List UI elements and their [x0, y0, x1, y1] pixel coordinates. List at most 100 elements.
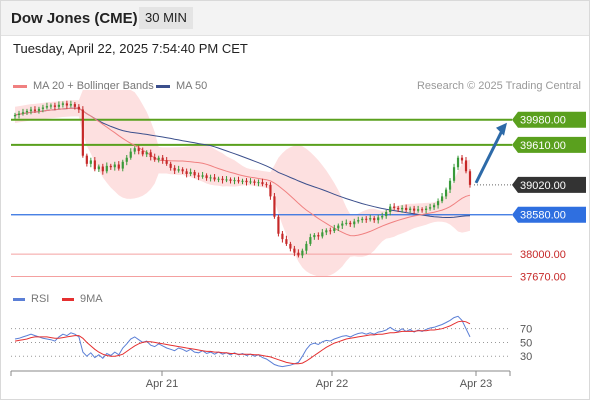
candle-body	[225, 179, 228, 181]
level-label-4: 38000.00	[520, 249, 566, 261]
candle	[313, 233, 316, 240]
candle-body	[448, 180, 452, 190]
candle-body	[113, 164, 116, 168]
candle	[41, 104, 45, 113]
candle	[297, 249, 300, 258]
candle	[149, 149, 152, 161]
candle-body	[301, 250, 304, 256]
candle	[89, 157, 92, 168]
candle-body	[245, 180, 248, 183]
candle	[253, 179, 256, 186]
candle-body	[37, 108, 41, 111]
candle-body	[309, 237, 312, 244]
candle	[333, 224, 336, 234]
forecast-arrow-layer	[474, 122, 507, 184]
candle	[93, 157, 96, 172]
candle	[213, 174, 216, 182]
candle	[97, 164, 100, 172]
rsi-tick-50: 50	[520, 337, 532, 349]
moving-average-layer	[14, 107, 471, 237]
x-axis: Apr 21 Apr 22 Apr 23	[10, 370, 511, 390]
rsi-swatch	[13, 297, 25, 301]
candle	[125, 155, 128, 166]
candle-body	[333, 228, 336, 231]
candle-body	[77, 106, 80, 110]
level-label-text-0: 39980.00	[520, 115, 566, 127]
candle-body	[468, 171, 472, 185]
candle	[413, 205, 416, 215]
candle	[113, 161, 116, 171]
research-credit: Research © 2025 Trading Central	[416, 80, 581, 92]
candle-body	[313, 235, 316, 238]
candle	[209, 174, 212, 182]
candle-body	[29, 109, 33, 111]
candle-body	[153, 157, 156, 160]
candle-body	[293, 248, 296, 253]
candle-body	[237, 180, 240, 182]
candle-body	[297, 252, 300, 256]
candle	[37, 106, 41, 114]
candle-body	[49, 105, 53, 107]
candle-body	[221, 178, 224, 181]
candle-body	[201, 175, 204, 177]
candle	[121, 159, 124, 172]
candle-body	[149, 152, 152, 158]
candle-body	[405, 207, 408, 210]
candle-body	[53, 105, 57, 107]
candle-body	[329, 230, 332, 232]
candle	[285, 235, 288, 246]
candle	[329, 227, 332, 235]
rsi-ma-line	[14, 320, 471, 365]
candle-body	[81, 109, 84, 156]
candle	[169, 161, 172, 171]
interval-button[interactable]: 30 MIN	[139, 7, 193, 29]
candle-body	[365, 218, 368, 220]
candle-body	[401, 207, 404, 210]
candle	[325, 228, 328, 236]
level-label-box-3	[512, 206, 586, 223]
candle	[45, 102, 49, 110]
legend-ma50: MA 50	[156, 80, 207, 92]
x-tick-label-0: Apr 21	[146, 378, 178, 390]
candle-body	[33, 109, 37, 111]
candle	[273, 193, 276, 219]
candle	[237, 176, 240, 184]
level-label-text-3: 38580.00	[520, 210, 566, 222]
candle	[440, 193, 444, 204]
candle	[428, 203, 432, 211]
candle	[401, 205, 404, 213]
candle	[101, 163, 104, 175]
candle-body	[85, 155, 88, 164]
candle	[145, 150, 148, 158]
candle-body	[257, 182, 260, 184]
candle-body	[369, 218, 372, 220]
x-tick-label-2: Apr 23	[460, 378, 492, 390]
candle	[456, 155, 460, 170]
candle	[25, 108, 29, 115]
rsi-tick-30: 30	[520, 351, 532, 363]
candle	[61, 101, 64, 108]
candle-body	[61, 103, 64, 105]
legend-9ma-label: 9MA	[80, 293, 103, 305]
candle	[181, 167, 184, 174]
candle-body	[65, 103, 68, 106]
candle-body	[317, 235, 320, 237]
candle	[353, 218, 356, 228]
candle	[21, 108, 25, 116]
level-label-text-4: 38000.00	[520, 249, 566, 261]
candle	[245, 178, 248, 186]
legend-9ma: 9MA	[62, 293, 103, 305]
candle	[153, 153, 156, 162]
candle-body	[273, 196, 276, 217]
candle	[13, 112, 17, 120]
candle	[73, 102, 76, 110]
candle-body	[229, 179, 232, 181]
candle	[321, 228, 324, 239]
candle-body	[165, 160, 168, 164]
candle	[409, 206, 412, 213]
candle-body	[181, 169, 184, 172]
candle-body	[341, 223, 344, 226]
candle	[293, 245, 296, 257]
candle-body	[417, 209, 420, 211]
